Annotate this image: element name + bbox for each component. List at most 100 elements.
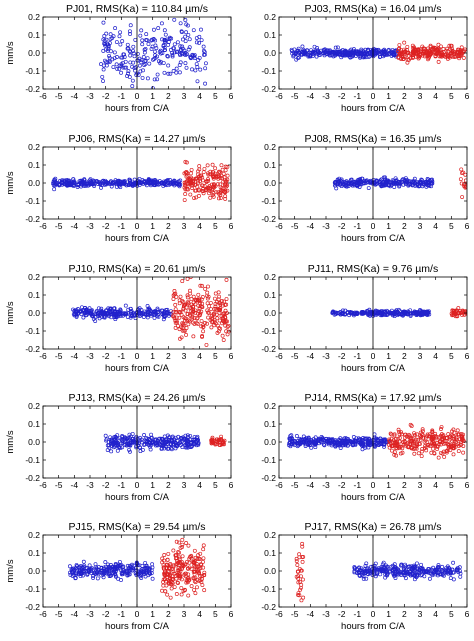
data-point-red — [216, 290, 221, 295]
y-tick-label: -0.1 — [261, 326, 276, 336]
data-point-red — [201, 565, 206, 570]
panel-title: PJ10, RMS(Ka) = 20.61 µm/s — [68, 263, 205, 275]
data-point-red — [420, 449, 424, 454]
data-point-blue — [125, 573, 130, 578]
data-point-blue — [366, 186, 371, 191]
data-point-blue — [186, 32, 191, 37]
data-point-blue — [190, 67, 194, 72]
x-tick-label: 3 — [418, 351, 423, 361]
data-point-blue — [113, 317, 118, 322]
data-point-red — [456, 449, 461, 454]
data-point-red — [392, 450, 397, 455]
x-tick-label: 6 — [229, 91, 234, 101]
data-point-blue — [126, 571, 131, 576]
x-tick-label: -1 — [354, 480, 362, 490]
data-point-red — [166, 572, 171, 577]
data-point-blue — [374, 49, 379, 54]
data-point-blue — [141, 55, 146, 59]
data-point-red — [221, 439, 226, 444]
data-point-red — [185, 295, 190, 300]
data-point-red — [186, 543, 191, 548]
data-point-red — [455, 428, 460, 433]
data-point-blue — [79, 312, 84, 317]
y-tick-label: 0.1 — [28, 419, 40, 429]
data-point-red — [173, 307, 178, 312]
data-point-blue — [104, 60, 108, 65]
data-point-red — [196, 556, 201, 561]
data-point-blue — [112, 566, 117, 571]
data-points — [50, 159, 230, 202]
data-point-blue — [128, 313, 133, 318]
data-point-red — [220, 303, 225, 308]
data-point-blue — [126, 307, 131, 312]
data-point-blue — [153, 180, 158, 185]
x-tick-label: -1 — [354, 221, 362, 231]
data-point-red — [431, 446, 436, 451]
data-point-red — [425, 434, 429, 438]
data-point-red — [162, 576, 167, 581]
data-point-blue — [144, 32, 149, 37]
data-point-blue — [101, 79, 105, 84]
data-point-red — [212, 296, 217, 301]
data-point-blue — [376, 48, 381, 53]
data-point-red — [456, 47, 460, 52]
data-point-blue — [165, 441, 170, 446]
data-point-blue — [75, 564, 80, 569]
data-point-blue — [159, 21, 164, 26]
data-point-blue — [150, 576, 155, 581]
data-point-red — [176, 565, 181, 570]
data-point-blue — [91, 575, 96, 580]
data-point-blue — [306, 443, 311, 447]
data-point-blue — [180, 445, 185, 450]
data-point-blue — [130, 78, 135, 83]
data-point-blue — [93, 562, 98, 567]
x-tick-label: 3 — [418, 221, 423, 231]
data-point-red — [218, 189, 223, 194]
data-point-red — [461, 170, 466, 175]
data-point-blue — [125, 563, 130, 568]
data-point-blue — [121, 60, 125, 65]
data-point-red — [224, 297, 229, 301]
data-point-red — [439, 53, 444, 58]
data-point-blue — [108, 32, 113, 37]
data-point-blue — [122, 179, 127, 184]
data-point-blue — [128, 53, 133, 58]
data-point-blue — [139, 28, 144, 33]
y-tick-label: 0.1 — [264, 290, 276, 300]
data-point-red — [192, 559, 197, 564]
data-point-blue — [412, 176, 417, 181]
y-tick-label: 0.0 — [28, 437, 40, 447]
data-point-red — [186, 322, 191, 327]
data-point-blue — [137, 570, 142, 575]
data-point-blue — [448, 576, 453, 581]
data-point-blue — [110, 181, 114, 186]
data-point-blue — [424, 181, 429, 186]
data-point-blue — [143, 46, 148, 51]
data-point-blue — [172, 180, 177, 185]
data-point-blue — [412, 564, 417, 569]
data-point-blue — [117, 182, 122, 187]
data-point-red — [210, 438, 215, 443]
data-point-blue — [112, 56, 117, 61]
data-point-red — [180, 554, 185, 559]
data-point-red — [189, 584, 194, 589]
x-tick-label: 6 — [465, 351, 470, 361]
data-point-blue — [79, 571, 84, 576]
panel-title: PJ01, RMS(Ka) = 110.84 µm/s — [66, 3, 208, 15]
data-point-red — [206, 171, 210, 176]
y-tick-label: 0.0 — [264, 566, 276, 576]
data-point-red — [452, 308, 457, 313]
x-tick-label: 4 — [197, 609, 202, 619]
y-tick-label: -0.1 — [261, 584, 276, 594]
data-point-blue — [364, 561, 369, 566]
x-tick-label: 3 — [418, 609, 423, 619]
x-tick-label: 4 — [197, 221, 202, 231]
data-point-blue — [153, 53, 158, 58]
data-point-blue — [426, 309, 431, 314]
data-point-red — [398, 51, 402, 55]
data-point-red — [162, 553, 167, 557]
data-point-blue — [112, 50, 117, 55]
data-point-red — [201, 191, 206, 196]
x-tick-label: 6 — [465, 480, 470, 490]
data-point-blue — [383, 182, 388, 187]
